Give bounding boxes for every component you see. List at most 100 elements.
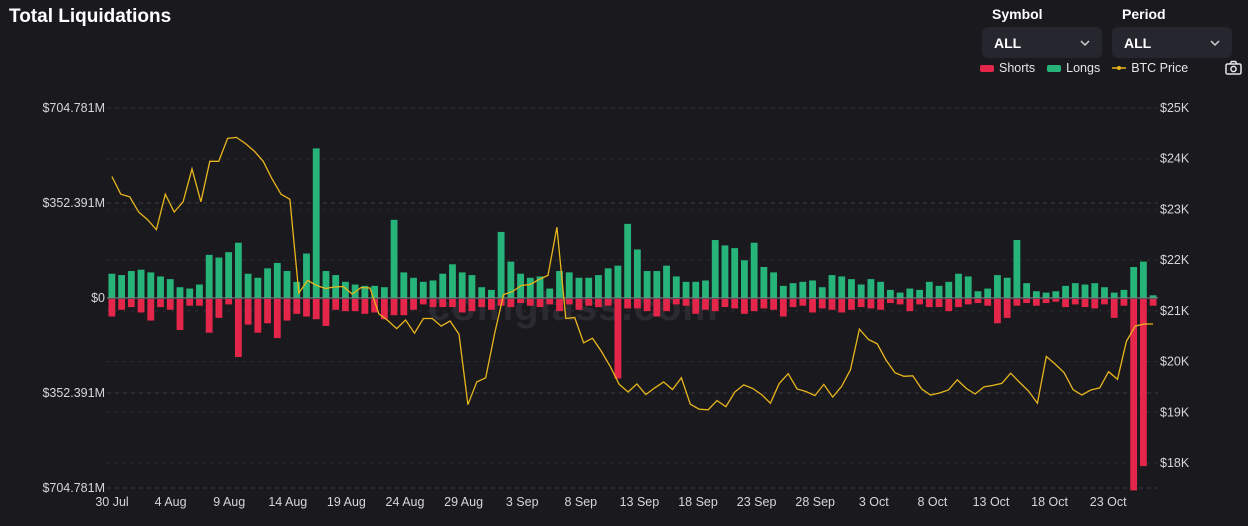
longs-bar [1130,266,1138,298]
shorts-bar [361,299,369,314]
longs-bar [1071,283,1079,298]
longs-bar [760,266,768,298]
longs-bar [429,280,437,298]
x-axis-tick-label: 29 Aug [444,495,483,509]
shorts-bar [1052,299,1060,302]
shorts-bar [857,299,865,308]
shorts-bar [760,299,768,309]
longs-bar [604,268,612,298]
legend-label-shorts: Shorts [999,61,1036,75]
longs-bar [741,260,748,298]
longs-bar [1003,277,1011,298]
shorts-bar [614,299,622,379]
longs-bar [935,285,943,298]
shorts-bar [653,299,661,317]
longs-bar [400,272,408,298]
longs-bar [283,271,291,298]
shorts-bar [118,299,126,310]
shorts-bar [935,299,943,308]
shorts-bar [867,299,875,309]
shorts-bar [964,299,972,305]
longs-bar [867,279,875,298]
shorts-bar [828,299,836,310]
longs-bar [439,273,447,298]
shorts-bar [380,299,388,320]
btc-price-line [111,136,1154,411]
shorts-bar [137,299,145,313]
longs-bar [838,276,846,298]
longs-bar [166,279,174,298]
longs-bar [1062,285,1069,298]
longs-swatch [1047,64,1062,72]
shorts-bar [507,299,515,308]
longs-bar [585,277,593,298]
shorts-bar [604,299,612,306]
longs-bar [663,265,670,298]
longs-bar [526,277,534,298]
shorts-bar [410,299,417,310]
longs-bar [225,252,233,298]
shorts-bar [546,299,554,305]
shorts-bar [974,299,982,304]
shorts-bar [994,299,1001,324]
x-axis-tick-label: 19 Aug [327,495,366,509]
shorts-bar [351,299,359,312]
longs-bar [118,275,126,298]
x-axis-tick-label: 8 Oct [917,495,947,509]
legend-item-shorts[interactable]: Shorts [980,61,1035,75]
legend-item-btc-price[interactable]: BTC Price [1112,61,1188,75]
shorts-bar [371,299,379,313]
longs-bar [371,285,379,298]
shorts-bar [692,299,700,314]
longs-bar [458,272,466,298]
shorts-bar [254,299,262,333]
longs-bar [1101,287,1108,298]
shorts-bar [906,299,914,312]
longs-bar [1052,291,1060,298]
right-axis-tick-label: $20K [1160,355,1190,369]
longs-bar [390,219,398,298]
longs-bar [1013,240,1021,298]
longs-bar [556,271,563,298]
x-axis-tick-label: 4 Aug [155,495,187,509]
longs-bar [721,245,729,298]
symbol-select[interactable]: ALL [982,27,1102,58]
shorts-bar [565,299,573,305]
x-axis-tick-label: 13 Sep [620,495,660,509]
shorts-bar [585,299,593,306]
shorts-bar [273,299,281,339]
shorts-bar [439,299,447,308]
shorts-bar [721,299,729,308]
shorts-bar [283,299,291,321]
longs-bar [711,240,719,298]
longs-bar [575,277,583,298]
legend-item-longs[interactable]: Longs [1047,61,1100,75]
longs-bar [157,276,164,298]
right-axis-tick-label: $19K [1160,405,1190,419]
shorts-bar [1149,299,1157,306]
shorts-bar [196,299,203,306]
right-axis-tick-label: $22K [1160,253,1190,267]
shorts-bar [1130,299,1138,491]
shorts-bar [468,299,476,312]
shorts-bar [517,299,524,304]
chart-legend: Shorts Longs BTC Price [980,61,1188,75]
longs-bar [127,271,135,298]
longs-bar [818,287,826,298]
longs-bar [449,264,456,298]
period-select[interactable]: ALL [1112,27,1232,58]
period-select-value: ALL [1124,34,1152,51]
shorts-bar [419,299,427,305]
longs-bar [955,273,962,298]
shorts-bar [1101,299,1108,305]
longs-bar [906,288,914,298]
shorts-bar [108,299,116,317]
shorts-bar [809,299,816,313]
right-axis-tick-label: $18K [1160,456,1190,470]
longs-bar [410,277,417,298]
symbol-label: Symbol [992,6,1043,22]
longs-bar [303,253,310,298]
camera-icon[interactable] [1225,60,1242,76]
shorts-bar [955,299,962,308]
longs-bar [779,285,787,298]
